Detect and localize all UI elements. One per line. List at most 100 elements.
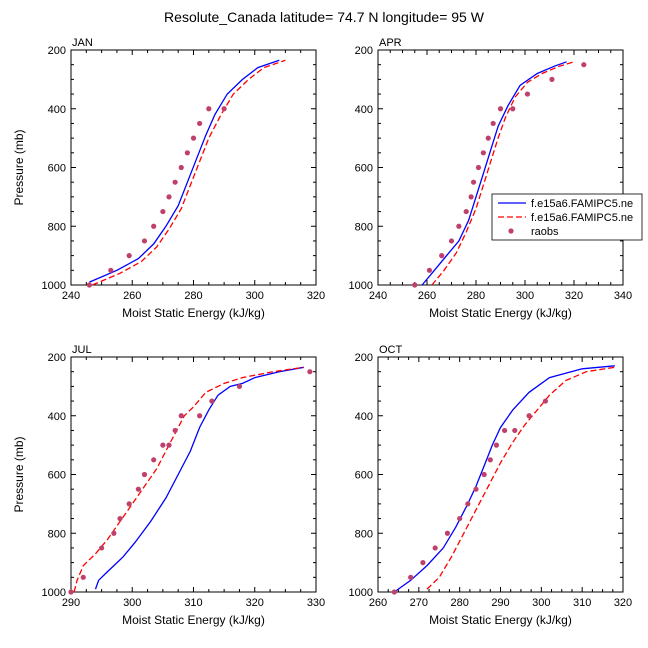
panel-oct: OCT 260 270 280 290 300 310 320 200 400 600 800 1000…: [349, 344, 633, 627]
y-tick-label: 200: [48, 352, 66, 364]
raobs-point: [178, 164, 184, 171]
x-tick-label: 310: [184, 597, 202, 609]
x-tick-label: 330: [307, 597, 325, 609]
plot-frame: [70, 356, 317, 593]
x-tick-label: 290: [62, 597, 80, 609]
x-tick-label: 270: [410, 597, 428, 609]
legend-label: f.e15a6.FAMIPC5.ne: [531, 198, 633, 210]
raobs-point: [172, 427, 178, 434]
x-tick-label: 300: [246, 290, 264, 302]
x-tick-label: 300: [532, 597, 550, 609]
raobs-point: [412, 282, 418, 288]
raobs-point: [141, 471, 148, 478]
raobs-point: [126, 501, 132, 507]
raobs-point: [426, 267, 433, 273]
y-tick-label: 1000: [349, 587, 373, 599]
x-tick-label: 320: [246, 597, 264, 609]
raobs-point: [457, 515, 463, 522]
raobs-point: [497, 106, 504, 112]
raobs-point: [80, 574, 86, 580]
legend-marker-dot: [508, 228, 514, 234]
x-tick-label: 260: [123, 290, 141, 302]
y-tick-label: 800: [355, 528, 373, 540]
x-tick-label: 280: [184, 290, 202, 302]
x-tick-label: 300: [516, 290, 534, 302]
raobs-point: [126, 253, 132, 259]
raobs-point: [542, 398, 549, 404]
y-tick-label: 800: [48, 528, 66, 540]
raobs-point: [86, 282, 92, 288]
series-line-solid: [421, 61, 567, 286]
x-tick-label: 280: [450, 597, 468, 609]
series-line-dashed: [73, 366, 304, 593]
series-line-dashed: [431, 61, 575, 286]
legend-label: f.e15a6.FAMIPC5.ne: [531, 212, 633, 224]
raobs-point: [510, 106, 516, 112]
legend-label: raobs: [531, 226, 559, 238]
raobs-point: [111, 530, 117, 536]
raobs-point: [408, 574, 414, 580]
raobs-point: [160, 442, 166, 448]
y-tick-label: 1000: [42, 280, 66, 292]
plot-frame: [377, 49, 624, 286]
x-tick-label: 290: [491, 597, 509, 609]
raobs-point: [475, 164, 482, 171]
raobs-point: [197, 413, 203, 419]
raobs-point: [151, 457, 157, 463]
raobs-point: [581, 62, 587, 68]
raobs-point: [448, 238, 455, 244]
raobs-point: [135, 486, 141, 492]
raobs-point: [236, 383, 243, 389]
raobs-point: [420, 560, 426, 566]
x-tick-label: 310: [573, 597, 591, 609]
y-axis-label: Pressure (mb): [12, 129, 26, 205]
y-tick-label: 400: [48, 104, 66, 116]
x-tick-label: 240: [62, 290, 80, 302]
x-tick-label: 320: [307, 290, 325, 302]
raobs-point: [178, 413, 184, 419]
x-tick-label: 280: [467, 290, 485, 302]
raobs-point: [172, 179, 178, 185]
raobs-point: [307, 369, 313, 375]
x-axis-label: Moist Static Energy (kJ/kg): [429, 306, 572, 320]
y-tick-label: 200: [355, 352, 373, 364]
raobs-point: [160, 208, 166, 215]
y-axis-label: Pressure (mb): [12, 436, 26, 512]
raobs-point: [487, 457, 493, 463]
raobs-point: [512, 427, 518, 434]
series-line-dashed: [426, 366, 615, 590]
raobs-point: [190, 135, 197, 141]
x-tick-label: 260: [418, 290, 436, 302]
raobs-point: [439, 253, 445, 259]
y-tick-label: 600: [355, 163, 373, 175]
raobs-point: [432, 545, 438, 551]
x-axis-label: Moist Static Energy (kJ/kg): [122, 613, 265, 627]
raobs-point: [221, 106, 227, 112]
y-tick-label: 200: [355, 45, 373, 57]
raobs-point: [465, 501, 471, 507]
raobs-point: [108, 267, 114, 273]
raobs-point: [549, 76, 555, 82]
x-tick-label: 320: [614, 597, 632, 609]
raobs-point: [456, 223, 462, 229]
panel-label: JAN: [72, 37, 93, 49]
y-tick-label: 1000: [349, 280, 373, 292]
series-line-dashed: [92, 59, 286, 286]
x-axis-label: Moist Static Energy (kJ/kg): [429, 613, 572, 627]
panel-label: JUL: [72, 344, 92, 356]
raobs-point: [99, 545, 105, 551]
raobs-point: [444, 530, 451, 536]
y-tick-label: 600: [48, 163, 66, 175]
raobs-point: [470, 179, 477, 185]
raobs-point: [480, 150, 486, 156]
y-tick-label: 400: [48, 411, 66, 423]
raobs-point: [209, 398, 215, 404]
x-tick-label: 300: [123, 597, 141, 609]
legend: f.e15a6.FAMIPC5.ne f.e15a6.FAMIPC5.ne raob…: [491, 193, 643, 241]
y-tick-label: 400: [355, 411, 373, 423]
raobs-point: [68, 589, 74, 595]
y-tick-label: 600: [48, 470, 66, 482]
panel-label: APR: [379, 37, 402, 49]
x-tick-label: 240: [369, 290, 387, 302]
raobs-point: [501, 427, 508, 434]
